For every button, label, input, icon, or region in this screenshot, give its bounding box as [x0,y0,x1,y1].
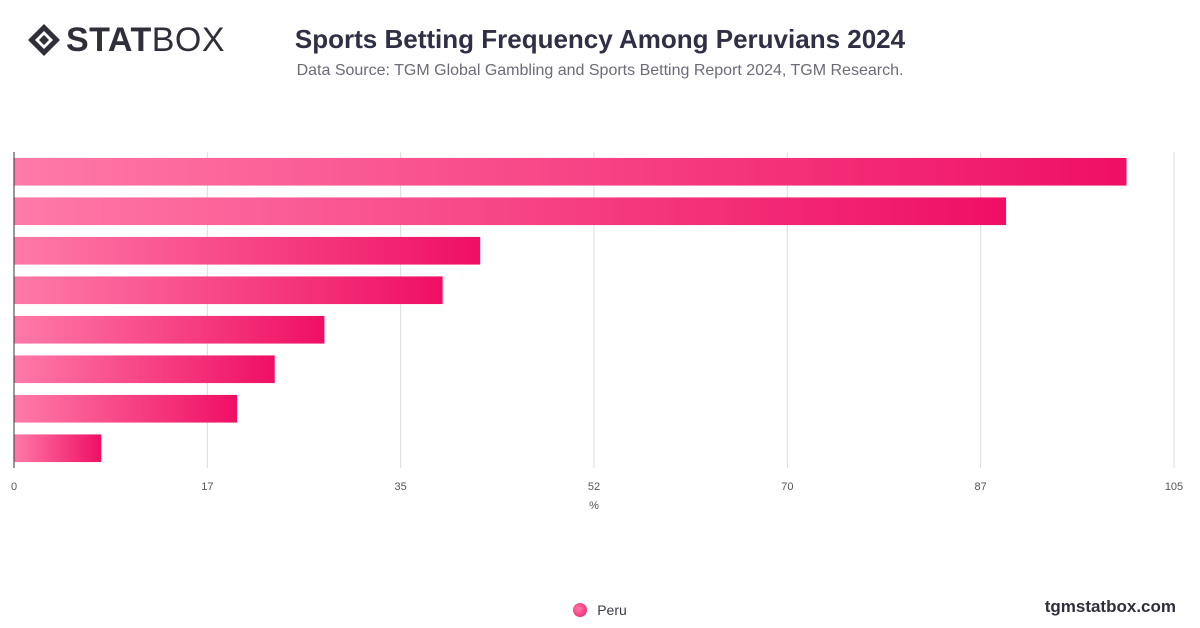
x-axis-label: % [589,500,599,512]
watermark: tgmstatbox.com [1044,597,1176,616]
x-axis: 0 17 35 52 70 87 105% [11,152,1183,512]
legend-swatch-peru[interactable] [573,603,588,617]
logo-wordmark: STATBOX [66,22,225,58]
legend: Peru [0,602,1200,618]
statbox-diamond-icon [28,24,60,56]
bar-8[interactable] [14,434,102,463]
bars [14,157,1127,463]
legend-label-peru[interactable]: Peru [597,602,627,618]
x-tick-label: 52 [588,481,600,493]
logo-text-light: BOX [151,21,226,59]
x-tick-label: 70 [781,481,793,493]
x-tick-label: 0 [11,481,17,493]
bar-4[interactable] [14,276,443,305]
statbox-logo: STATBOX [26,22,225,58]
chart-title: Sports Betting Frequency Among Peruvians… [294,24,906,54]
bar-7[interactable] [14,394,238,423]
bar-2[interactable] [14,197,1007,226]
chart-subtitle: Data Source: TGM Global Gambling and Spo… [296,62,904,79]
bar-3[interactable] [14,236,481,265]
bar-chart: 0 17 35 52 70 87 105% [11,152,1183,512]
bar-6[interactable] [14,355,275,384]
bar-5[interactable] [14,315,325,344]
x-tick-label: 17 [201,481,213,493]
logo-text-bold: STAT [66,21,152,59]
x-tick-label: 87 [975,481,987,493]
bar-1[interactable] [14,157,1127,186]
x-tick-label: 105 [1165,481,1183,493]
x-tick-label: 35 [395,481,407,493]
